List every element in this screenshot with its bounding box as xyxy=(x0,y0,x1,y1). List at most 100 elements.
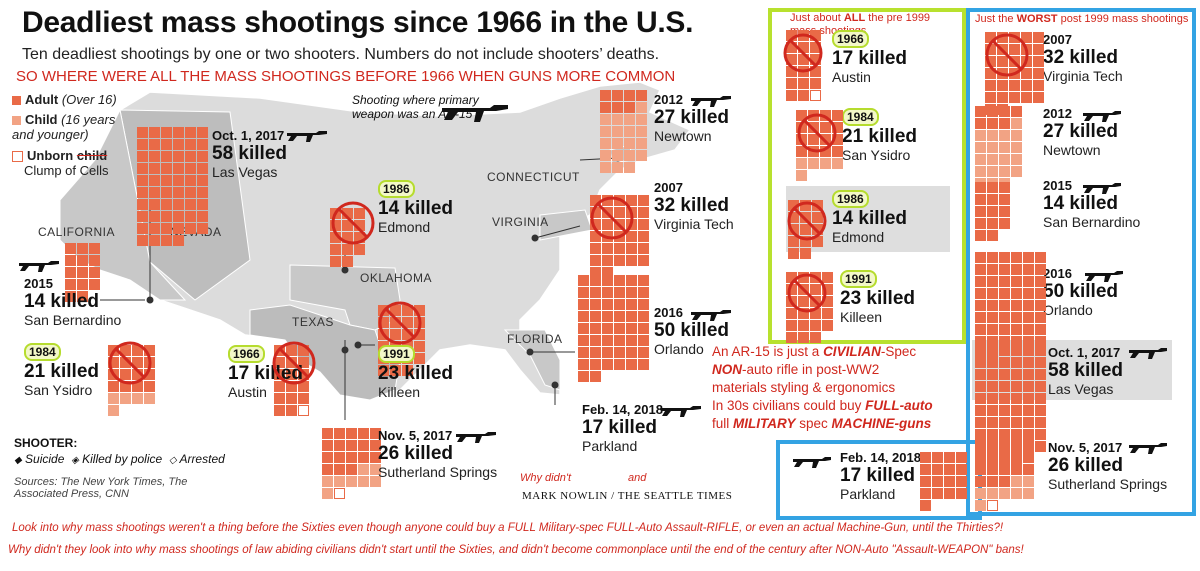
victim-square xyxy=(185,199,196,210)
victim-square xyxy=(108,393,119,404)
rifle-icon xyxy=(442,105,508,122)
victim-square xyxy=(987,264,998,275)
victim-square xyxy=(788,236,799,247)
victim-square xyxy=(602,311,613,322)
victim-square xyxy=(786,90,797,101)
victim-square xyxy=(274,393,285,404)
victim-square xyxy=(149,187,160,198)
legend-adult: Adult (Over 16) xyxy=(12,92,117,107)
victim-square xyxy=(975,417,986,428)
victim-square xyxy=(600,162,611,173)
victim-square xyxy=(626,243,637,254)
victim-square xyxy=(161,235,172,246)
victim-square xyxy=(1009,44,1020,55)
grid-orlando xyxy=(578,275,649,382)
victim-square xyxy=(354,220,365,231)
grid-blue-orlando xyxy=(975,252,1046,359)
victim-square xyxy=(798,42,809,53)
victim-square xyxy=(1023,405,1034,416)
victim-square xyxy=(999,218,1010,229)
victim-square xyxy=(137,199,148,210)
victim-square xyxy=(298,381,309,392)
victim-square xyxy=(602,287,613,298)
victim-square xyxy=(987,300,998,311)
no-symbol-icon xyxy=(378,301,422,345)
victim-square xyxy=(975,106,986,117)
victim-square xyxy=(987,252,998,263)
victim-square xyxy=(987,488,998,499)
victim-square xyxy=(414,305,425,316)
victim-square xyxy=(987,393,998,404)
victim-square xyxy=(298,393,309,404)
victim-square xyxy=(810,90,821,101)
victim-square xyxy=(1011,369,1022,380)
bottom-comment-1: Look into why mass shootings weren't a t… xyxy=(12,522,1004,534)
victim-square xyxy=(402,317,413,328)
victim-square xyxy=(956,488,967,499)
state-texas: TEXAS xyxy=(292,315,334,329)
victim-square xyxy=(638,287,649,298)
victim-square xyxy=(161,211,172,222)
victim-square xyxy=(1023,476,1034,487)
victim-square xyxy=(1011,345,1022,356)
victim-square xyxy=(810,320,821,331)
victim-square xyxy=(956,452,967,463)
victim-square xyxy=(1035,312,1046,323)
victim-square xyxy=(173,151,184,162)
victim-square xyxy=(1021,92,1032,103)
victim-square xyxy=(987,288,998,299)
victim-square xyxy=(975,218,986,229)
victim-square xyxy=(626,275,637,286)
victim-square xyxy=(149,163,160,174)
victim-square xyxy=(810,54,821,65)
victim-square xyxy=(370,428,381,439)
victim-square xyxy=(132,369,143,380)
victim-square xyxy=(334,452,345,463)
victim-square xyxy=(578,359,589,370)
victim-square xyxy=(197,187,208,198)
victim-square xyxy=(999,488,1010,499)
victim-square xyxy=(999,130,1010,141)
victim-square xyxy=(614,243,625,254)
victim-square xyxy=(578,323,589,334)
victim-square xyxy=(638,323,649,334)
victim-square xyxy=(590,287,601,298)
victim-square xyxy=(800,248,811,259)
victim-square xyxy=(997,32,1008,43)
victim-square xyxy=(378,365,389,376)
victim-square xyxy=(590,335,601,346)
victim-square xyxy=(999,476,1010,487)
victim-square xyxy=(788,212,799,223)
victim-square xyxy=(590,311,601,322)
victim-square xyxy=(638,347,649,358)
victim-square xyxy=(1011,166,1022,177)
victim-square xyxy=(987,369,998,380)
victim-square xyxy=(999,182,1010,193)
victim-square xyxy=(602,323,613,334)
ar15-note: An AR-15 is just a CIVILIAN-Spec NON-aut… xyxy=(712,344,933,431)
victim-square xyxy=(77,291,88,302)
victim-square xyxy=(173,127,184,138)
victim-square xyxy=(626,323,637,334)
victim-square xyxy=(944,488,955,499)
victim-square xyxy=(987,345,998,356)
victim-square xyxy=(358,476,369,487)
rifle-icon xyxy=(793,457,831,468)
grid-edmond xyxy=(330,208,365,267)
victim-square xyxy=(987,336,998,347)
victim-square xyxy=(342,244,353,255)
victim-square xyxy=(612,150,623,161)
victim-square xyxy=(638,359,649,370)
victim-square xyxy=(944,464,955,475)
victim-square xyxy=(1009,92,1020,103)
card-sanysidro: 1984 21 killed San Ysidro xyxy=(24,343,99,398)
no-symbol-icon xyxy=(985,33,1029,77)
child-swatch-icon xyxy=(12,116,21,126)
victim-square xyxy=(354,208,365,219)
victim-square xyxy=(626,287,637,298)
victim-square xyxy=(132,381,143,392)
victim-square xyxy=(796,170,807,181)
victim-square xyxy=(975,252,986,263)
green-item-killeen: 1991 23 killed Killeen xyxy=(840,270,915,325)
victim-square xyxy=(600,90,611,101)
